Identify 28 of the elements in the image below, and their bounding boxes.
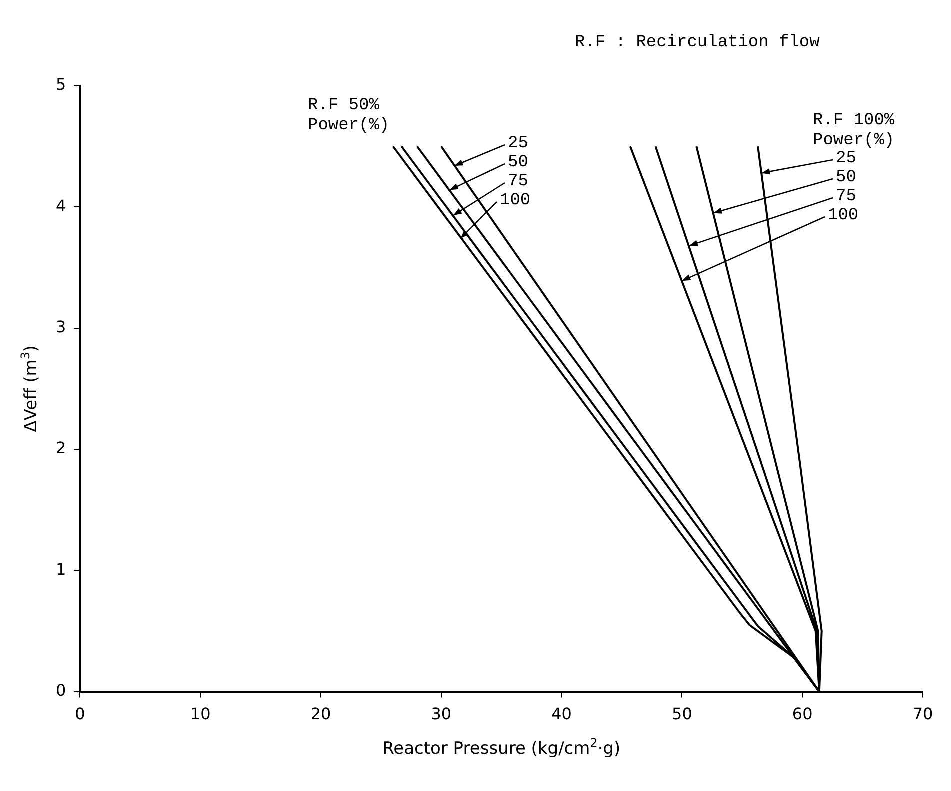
annotation: 100 bbox=[500, 192, 531, 210]
annotation: 75 bbox=[508, 172, 528, 192]
x-tick-label: 0 bbox=[75, 704, 86, 724]
annotation: 50 bbox=[508, 154, 528, 172]
annotation: 75 bbox=[836, 188, 856, 206]
y-tick-label: 2 bbox=[56, 438, 66, 458]
y-tick-label: 1 bbox=[56, 560, 66, 579]
y-tick-label: 3 bbox=[56, 317, 66, 336]
y-tick-label: 5 bbox=[56, 75, 66, 94]
y-tick-label: 0 bbox=[56, 680, 66, 700]
y-tick-label: 4 bbox=[56, 196, 66, 216]
annotation: 25 bbox=[836, 150, 856, 168]
y-axis-title: ΔVeff (m3) bbox=[18, 345, 42, 432]
annotation: 50 bbox=[836, 168, 856, 188]
annotation: 25 bbox=[508, 134, 528, 154]
x-tick-label: 50 bbox=[672, 704, 692, 724]
annotation: Power(%) bbox=[813, 132, 895, 150]
x-tick-label: 30 bbox=[431, 704, 452, 724]
x-tick-label: 10 bbox=[190, 704, 211, 724]
x-tick-label: 60 bbox=[792, 704, 813, 724]
x-tick-label: 70 bbox=[912, 704, 934, 724]
annotation: R.F 50% bbox=[308, 96, 380, 116]
annotation: R.F 100% bbox=[813, 112, 896, 130]
chart-title: R.F : Recirculation flow bbox=[575, 34, 821, 52]
annotation: 100 bbox=[828, 206, 859, 226]
x-tick-label: 20 bbox=[310, 704, 332, 724]
annotation: Power(%) bbox=[308, 116, 390, 136]
x-tick-label: 40 bbox=[552, 704, 572, 724]
